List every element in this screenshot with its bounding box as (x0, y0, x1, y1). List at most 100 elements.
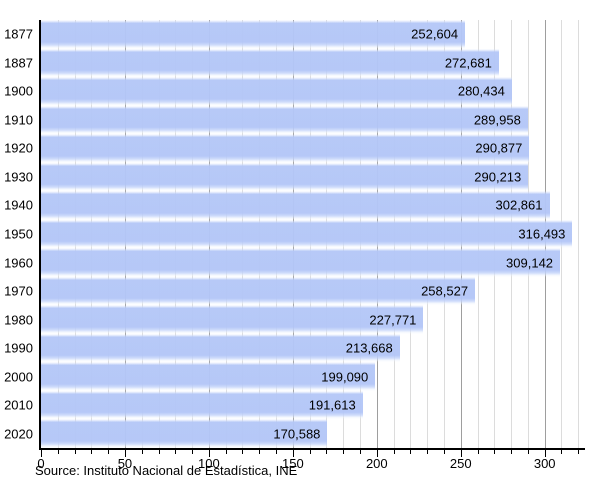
x-axis-tick (91, 450, 93, 454)
x-axis-tick-label: 200 (365, 456, 388, 471)
bar-value-label: 272,681 (444, 55, 492, 71)
x-axis-tick (158, 450, 160, 454)
x-axis-tick (41, 450, 42, 457)
bar-value-label: 290,213 (474, 169, 522, 185)
y-axis-label: 1900 (4, 83, 33, 99)
bar-value-label: 309,142 (506, 255, 554, 271)
bar-row: 1887 272,681 (4, 48, 585, 78)
bar: 309,142 (41, 248, 561, 277)
y-axis-label: 1910 (4, 112, 33, 128)
bar-value-label: 258,527 (421, 283, 469, 299)
x-axis-tick-label: 150 (281, 456, 304, 471)
x-axis-tick (124, 450, 126, 457)
x-axis-tick (393, 450, 395, 454)
x-axis-tick (242, 450, 244, 454)
bar-value-label: 289,958 (473, 112, 521, 128)
bar-row: 2000 199,090 (4, 362, 585, 391)
x-axis-tick (175, 450, 177, 454)
bar-value-label: 316,493 (518, 226, 566, 242)
x-axis-tick (477, 450, 479, 454)
bar-row: 2020 170,588 (4, 419, 585, 448)
bar-row: 1877 252,604 (4, 20, 585, 49)
x-axis-tick-label: 300 (533, 456, 556, 471)
bar-row: 1990 213,668 (4, 333, 585, 363)
y-axis-label: 2010 (4, 397, 33, 413)
bar-value-label: 302,861 (495, 197, 543, 213)
x-axis-tick (427, 450, 429, 454)
bar: 227,771 (41, 305, 424, 334)
bar: 290,213 (41, 162, 529, 192)
x-axis-tick (108, 450, 110, 454)
y-axis-label: 1980 (4, 312, 33, 328)
x-axis-tick (343, 450, 345, 454)
x-axis-tick (74, 450, 76, 454)
bar-row: 1980 227,771 (4, 305, 585, 334)
bar-row: 1970 258,527 (4, 276, 585, 306)
x-axis-tick (208, 450, 210, 457)
x-axis-tick (443, 450, 445, 454)
x-axis-tick (561, 450, 563, 454)
x-axis-tick-label: 250 (449, 456, 472, 471)
bar: 302,861 (41, 191, 550, 220)
bar-row: 1950 316,493 (4, 219, 585, 249)
y-axis-label: 1930 (4, 169, 33, 185)
bar: 290,877 (41, 134, 530, 163)
bar-row: 1910 289,958 (4, 105, 585, 135)
x-axis-tick-label: 0 (37, 456, 45, 471)
x-axis-tick (494, 450, 496, 454)
bar: 252,604 (41, 20, 466, 49)
bar-row: 1930 290,213 (4, 162, 585, 192)
x-axis-tick (410, 450, 412, 454)
bar-row: 2010 191,613 (4, 390, 585, 420)
bar-row: 1900 280,434 (4, 77, 585, 106)
x-axis-tick-label: 50 (117, 456, 133, 471)
x-axis-tick (376, 450, 378, 457)
bar-value-label: 213,668 (345, 340, 393, 356)
y-axis-label: 1990 (4, 340, 33, 356)
bar: 289,958 (41, 105, 528, 135)
plot-area: 1877 252,604 1887 272,681 1900 280,434 1910 289… (4, 20, 585, 448)
gridline-minor (578, 20, 580, 448)
bar-value-label: 252,604 (411, 26, 459, 42)
bar-value-label: 280,434 (457, 83, 505, 99)
x-axis-tick (544, 450, 546, 457)
x-axis-tick (460, 450, 462, 457)
x-axis-tick (326, 450, 328, 454)
x-axis-tick (360, 450, 361, 454)
bar: 170,588 (41, 419, 328, 448)
x-axis-tick (57, 450, 59, 454)
y-axis-label: 1970 (4, 283, 33, 299)
bar-row: 1920 290,877 (4, 134, 585, 163)
bar: 191,613 (41, 390, 363, 420)
bar: 199,090 (41, 362, 376, 391)
source-note: Source: Instituto Nacional de Estadístic… (35, 463, 298, 478)
bar: 280,434 (41, 77, 512, 106)
bar-value-label: 227,771 (369, 312, 417, 328)
y-axis-label: 1950 (4, 226, 33, 242)
x-axis-tick (292, 450, 294, 457)
y-axis-label: 1920 (4, 140, 33, 156)
bar-value-label: 290,877 (475, 140, 523, 156)
x-axis-tick (141, 450, 143, 454)
y-axis-label: 1940 (4, 197, 33, 213)
bar: 258,527 (41, 276, 476, 306)
x-axis-line (39, 448, 585, 450)
y-axis-label: 1887 (4, 55, 33, 71)
bar: 316,493 (41, 219, 573, 249)
y-axis-label: 2020 (4, 426, 33, 442)
bar-value-label: 170,588 (273, 426, 321, 442)
x-axis-tick (578, 450, 580, 454)
bar-row: 1960 309,142 (4, 248, 585, 277)
x-axis-tick (225, 450, 227, 454)
bar-value-label: 191,613 (308, 397, 356, 413)
x-axis-tick (259, 450, 261, 454)
bar-value-label: 199,090 (321, 369, 369, 385)
x-axis-tick (192, 450, 194, 454)
x-axis-tick (309, 450, 311, 454)
x-axis-tick (511, 450, 513, 454)
x-axis-tick-label: 100 (198, 456, 220, 471)
y-axis-line (39, 20, 41, 450)
bar-row: 1940 302,861 (4, 191, 585, 220)
y-axis-label: 1877 (4, 26, 33, 42)
